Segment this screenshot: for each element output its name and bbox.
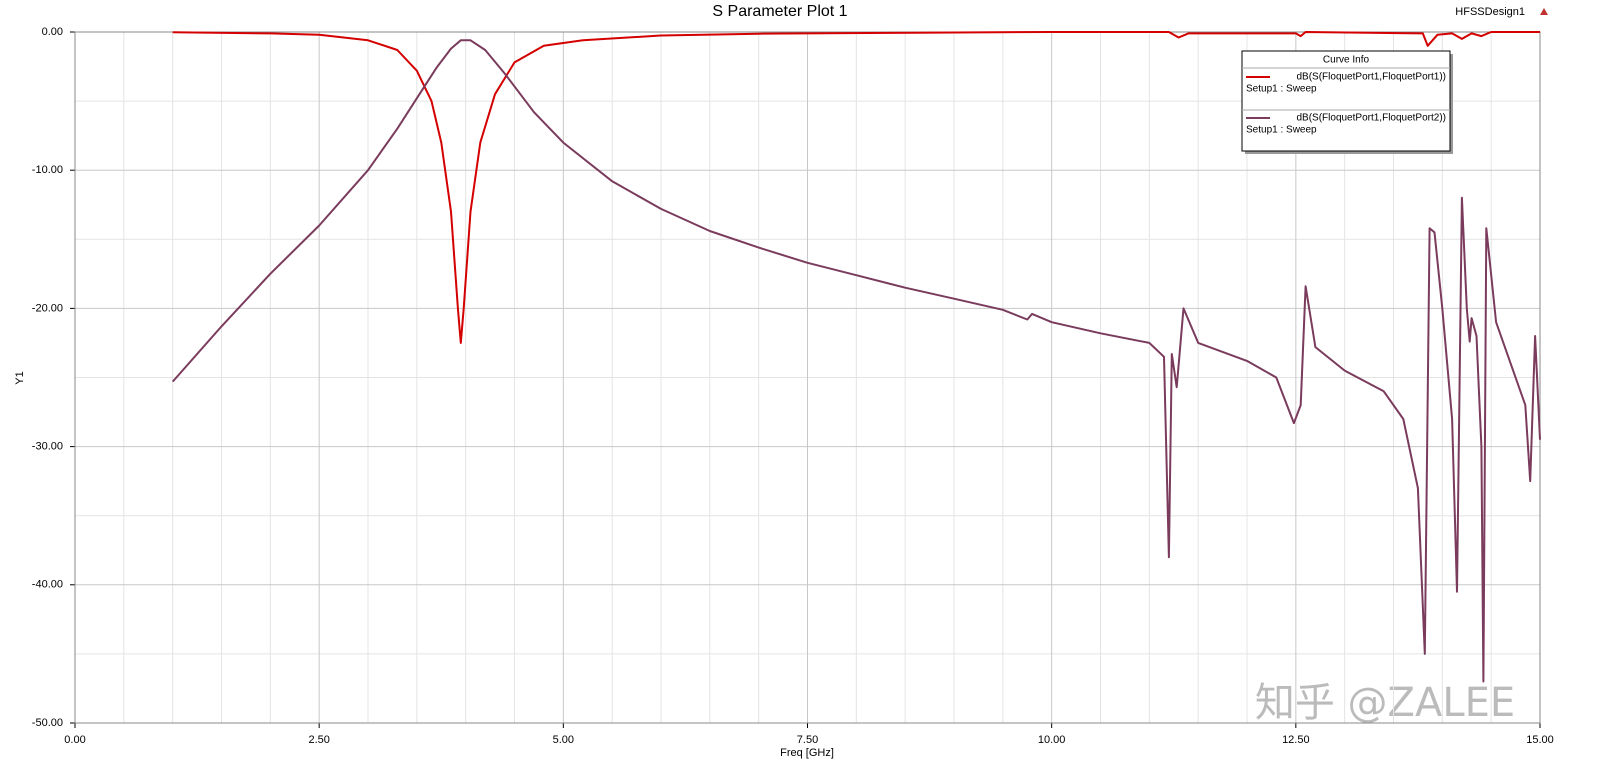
x-tick-label: 5.00 (553, 734, 574, 746)
y-tick-label: -50.00 (32, 717, 63, 729)
y-tick-label: -10.00 (32, 164, 63, 176)
y-tick-label: -40.00 (32, 579, 63, 591)
x-axis-label: Freq [GHz] (780, 747, 834, 759)
y-tick-label: 0.00 (42, 26, 63, 38)
legend-setup: Setup1 : Sweep (1246, 125, 1317, 136)
y-tick-label: -30.00 (32, 441, 63, 453)
design-icon (1540, 8, 1548, 15)
watermark: 知乎 @ZALEE (1255, 680, 1515, 726)
y-tick-label: -20.00 (32, 302, 63, 314)
legend-label: dB(S(FloquetPort1,FloquetPort2)) (1296, 113, 1446, 124)
x-tick-label: 7.50 (797, 734, 818, 746)
design-name: HFSSDesign1 (1455, 6, 1525, 18)
x-tick-label: 15.00 (1526, 734, 1554, 746)
chart-title: S Parameter Plot 1 (712, 3, 847, 20)
legend-box (1241, 50, 1451, 152)
y-axis-label: Y1 (14, 371, 26, 384)
legend-setup: Setup1 : Sweep (1246, 84, 1317, 95)
x-tick-label: 10.00 (1038, 734, 1066, 746)
x-tick-label: 0.00 (64, 734, 85, 746)
x-tick-label: 2.50 (308, 734, 329, 746)
series-line (172, 31, 1540, 344)
x-tick-label: 12.50 (1282, 734, 1310, 746)
legend-label: dB(S(FloquetPort1,FloquetPort1)) (1296, 72, 1446, 83)
plot-frame (74, 31, 1541, 724)
series-line (171, 39, 1541, 683)
legend-title: Curve Info (1323, 55, 1370, 66)
